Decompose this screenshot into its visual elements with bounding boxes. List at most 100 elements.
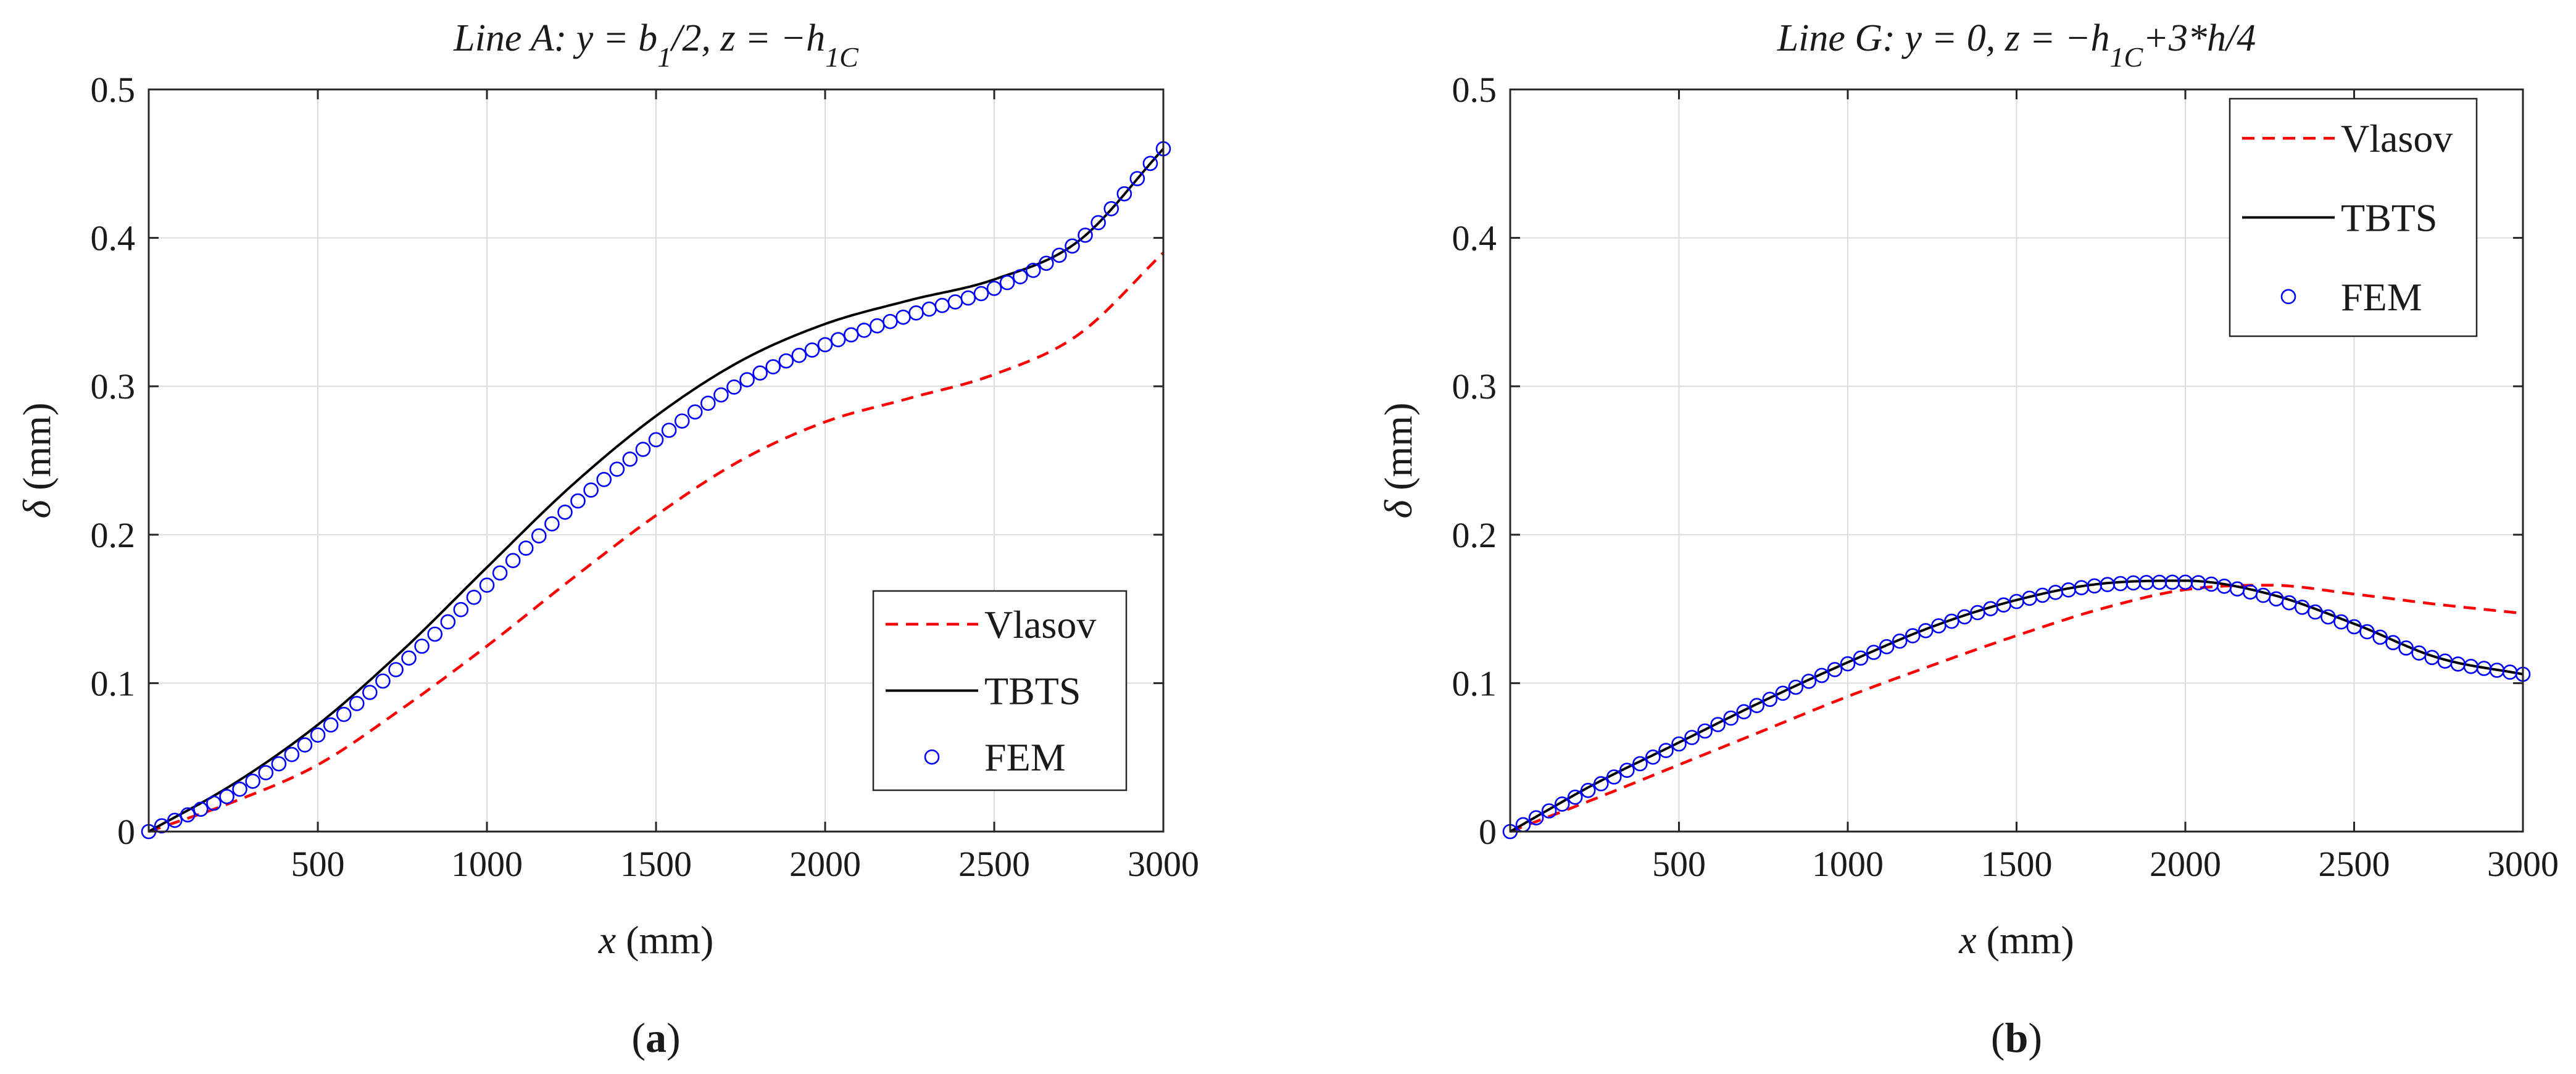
series-fem-point-13: [1671, 736, 1687, 752]
series-fem-point-40: [661, 423, 677, 438]
series-fem-point-30: [1892, 634, 1908, 649]
series-fem-markers: [141, 141, 1171, 840]
series-fem-point-51: [804, 342, 820, 358]
legend-fem-marker: [2280, 289, 2296, 305]
legend-fem-label: FEM: [984, 735, 1066, 779]
series-fem-point-4: [193, 801, 209, 817]
series-fem-point-15: [1697, 723, 1713, 739]
panel-label: (a): [631, 1014, 680, 1061]
series-fem-point-36: [609, 461, 625, 477]
series-fem-point-32: [1917, 622, 1934, 638]
series-fem-point-15: [336, 706, 352, 722]
series-fem-point-28: [505, 553, 521, 569]
x-tick-label-5: 3000: [2487, 844, 2559, 884]
series-fem-point-5: [1567, 790, 1583, 805]
title-text-rest: +3*h/4: [2143, 17, 2256, 59]
x-tick-label-3: 2000: [789, 844, 861, 884]
series-fem-point-43: [700, 395, 716, 411]
x-tick-label-4: 2500: [2319, 844, 2390, 884]
x-tick-label-2: 1500: [620, 844, 692, 884]
series-fem-point-4: [1554, 796, 1570, 812]
y-tick-label-5: 0.5: [1452, 70, 1497, 110]
series-fem-point-3: [180, 807, 196, 823]
series-fem-point-26: [479, 577, 495, 593]
series-fem-point-6: [1580, 783, 1596, 798]
series-vlasov-line: [148, 252, 1165, 833]
series-fem-point-70: [2411, 645, 2427, 661]
panel-label-letter: b: [2005, 1014, 2029, 1061]
series-fem-point-13: [310, 727, 326, 743]
series-fem-point-63: [2320, 609, 2336, 625]
series-fem-point-23: [440, 614, 456, 630]
chart-title: Line G: y = 0, z = −h1C+3*h/4: [1777, 17, 2256, 73]
series-fem-point-37: [622, 451, 638, 467]
series-fem-point-7: [1593, 776, 1609, 791]
legend-tbts-label: TBTS: [2341, 196, 2437, 240]
series-fem-point-67: [1012, 269, 1028, 284]
series-fem-point-26: [1840, 656, 1856, 672]
series-fem-point-10: [1632, 756, 1648, 772]
series-fem-point-9: [1619, 762, 1635, 778]
series-fem-point-31: [1905, 628, 1921, 643]
series-fem-point-24: [453, 601, 469, 618]
series-fem-point-29: [1879, 639, 1895, 655]
series-fem-point-27: [492, 565, 508, 581]
series-fem-point-19: [388, 662, 404, 677]
panel-label-close: ): [2028, 1014, 2042, 1061]
series-fem-point-24: [1814, 667, 1830, 684]
y-tick-label-1: 0.1: [91, 663, 136, 703]
series-fem-markers: [1502, 574, 2531, 840]
series-fem-point-66: [2359, 624, 2375, 640]
series-fem-point-12: [1658, 743, 1674, 758]
series-fem-point-21: [1775, 685, 1791, 701]
legend: Vlasov TBTS FEM: [872, 590, 1128, 791]
series-fem-point-48: [765, 359, 781, 374]
series-fem-point-72: [1078, 227, 1093, 243]
y-axis-unit: (mm): [15, 403, 59, 500]
x-tick-label-3: 2000: [2150, 844, 2221, 884]
series-fem-point-12: [297, 737, 313, 753]
series-fem-point-50: [791, 347, 807, 363]
chart-panel-b: 500 1000 1500 2000 2500 3000 0 0.1 0.2 0.3 0.4 0.5 L…: [1376, 17, 2559, 1061]
title-subscript: 1C: [2110, 41, 2144, 73]
series-fem-point-39: [648, 432, 664, 448]
y-axis-variable: δ: [1376, 499, 1420, 518]
panel-label-open: (: [1991, 1014, 2005, 1061]
series-fem-point-2: [1528, 810, 1544, 825]
series-fem-point-61: [2295, 600, 2310, 615]
y-tick-label-4: 0.4: [1452, 218, 1497, 258]
legend: Vlasov TBTS FEM: [2229, 97, 2478, 337]
series-fem-point-3: [1541, 803, 1557, 819]
series-fem-point-1: [154, 818, 170, 833]
series-fem-point-16: [1710, 717, 1726, 732]
series-fem-point-33: [1931, 618, 1947, 634]
series-fem-point-69: [2398, 640, 2414, 656]
series-fem-point-20: [1762, 692, 1778, 707]
series-fem-point-60: [2282, 595, 2297, 611]
x-tick-label-5: 3000: [1128, 844, 1199, 884]
series-fem-point-17: [1723, 710, 1739, 726]
y-tick-label-2: 0.2: [1452, 515, 1497, 555]
legend-vlasov-label: Vlasov: [984, 603, 1096, 646]
series-fem-point-45: [726, 379, 742, 395]
series-fem-point-66: [999, 275, 1015, 291]
series-fem-point-76: [1129, 171, 1145, 186]
series-fem-point-62: [2308, 604, 2323, 620]
x-axis-unit: (mm): [1977, 918, 2074, 962]
y-axis-variable: δ: [15, 499, 59, 518]
x-axis-label: x (mm): [1958, 918, 2074, 962]
series-fem-point-34: [583, 482, 599, 498]
series-fem-point-42: [687, 404, 703, 420]
series-fem-point-23: [1801, 674, 1817, 689]
title-subscript: 1: [657, 41, 671, 73]
panel-label-letter: a: [646, 1014, 667, 1061]
y-tick-label-0: 0: [117, 812, 135, 852]
y-tick-label-1: 0.1: [1452, 663, 1497, 703]
series-fem-point-47: [752, 365, 768, 381]
series-fem-point-29: [518, 540, 534, 556]
series-fem-point-19: [1749, 698, 1764, 713]
panel-label-open: (: [631, 1014, 646, 1061]
series-fem-point-21: [414, 638, 430, 654]
series-fem-point-41: [674, 413, 690, 429]
y-axis-unit: (mm): [1376, 403, 1420, 500]
